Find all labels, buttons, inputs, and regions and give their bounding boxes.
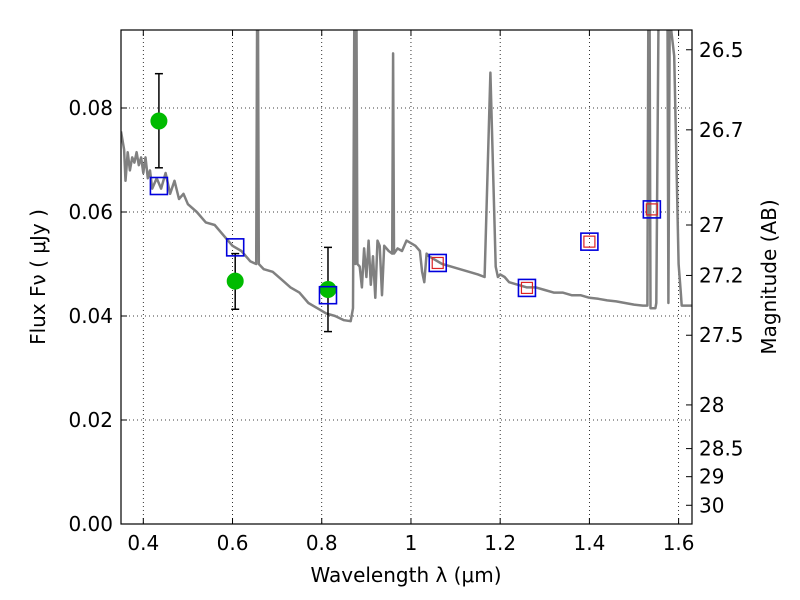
y-tick-label: 0.06 <box>68 200 113 224</box>
error-bars <box>154 72 332 333</box>
y-tick-label: 0.00 <box>68 512 113 536</box>
gridlines <box>121 30 692 525</box>
model-photometry-square <box>517 278 537 298</box>
magnitude-tick-label: 28 <box>699 393 724 417</box>
model-photometry-inner-square <box>583 235 596 248</box>
magnitude-tick-label: 28.5 <box>699 437 744 461</box>
model-photometry-square <box>318 285 338 305</box>
x-axis-label: Wavelength λ (μm) <box>310 563 501 587</box>
model-photometry-square <box>642 200 662 219</box>
model-photometry-square <box>225 238 245 257</box>
x-tick-label: 1.4 <box>573 531 605 555</box>
observed-point <box>319 280 337 298</box>
x-tick-label: 1.2 <box>484 531 516 555</box>
y-tick-label: 0.02 <box>68 408 113 432</box>
model-photometry-square <box>580 232 599 251</box>
spectrum-line <box>121 30 692 323</box>
model-photometry-inner-square <box>520 281 534 295</box>
model-spectrum <box>121 30 692 323</box>
y-tick-label: 0.08 <box>68 96 113 120</box>
markers <box>149 112 662 305</box>
magnitude-tick-label: 26.5 <box>699 38 744 62</box>
x-tick-label: 0.6 <box>217 531 249 555</box>
ticks: 0.4 0.6 0.8 1 1.2 1.4 1.6 0.00 0.02 0.04 0.06 0.08 2… <box>68 30 744 555</box>
observed-point <box>150 112 168 130</box>
magnitude-tick-label: 30 <box>699 493 724 517</box>
plot-frame <box>120 29 693 525</box>
model-photometry-square <box>428 253 448 273</box>
observed-point <box>226 272 244 290</box>
right-axis-label: Magnitude (AB) <box>757 199 781 354</box>
model-photometry-inner-square <box>431 256 444 270</box>
x-tick-label: 1 <box>405 531 418 555</box>
magnitude-tick-label: 27.2 <box>699 263 744 287</box>
model-photometry-inner-square <box>645 203 658 216</box>
y-tick-label: 0.04 <box>68 304 113 328</box>
model-photometry-square <box>149 176 169 196</box>
y-axis-label: Flux Fν ( μJy ) <box>26 209 50 345</box>
magnitude-tick-label: 26.7 <box>699 118 744 142</box>
magnitude-tick-label: 29 <box>699 465 724 489</box>
x-tick-label: 0.8 <box>306 531 338 555</box>
x-tick-label: 0.4 <box>127 531 159 555</box>
magnitude-tick-label: 27.5 <box>699 323 744 347</box>
x-tick-label: 1.6 <box>663 531 695 555</box>
magnitude-tick-label: 27 <box>699 213 724 237</box>
